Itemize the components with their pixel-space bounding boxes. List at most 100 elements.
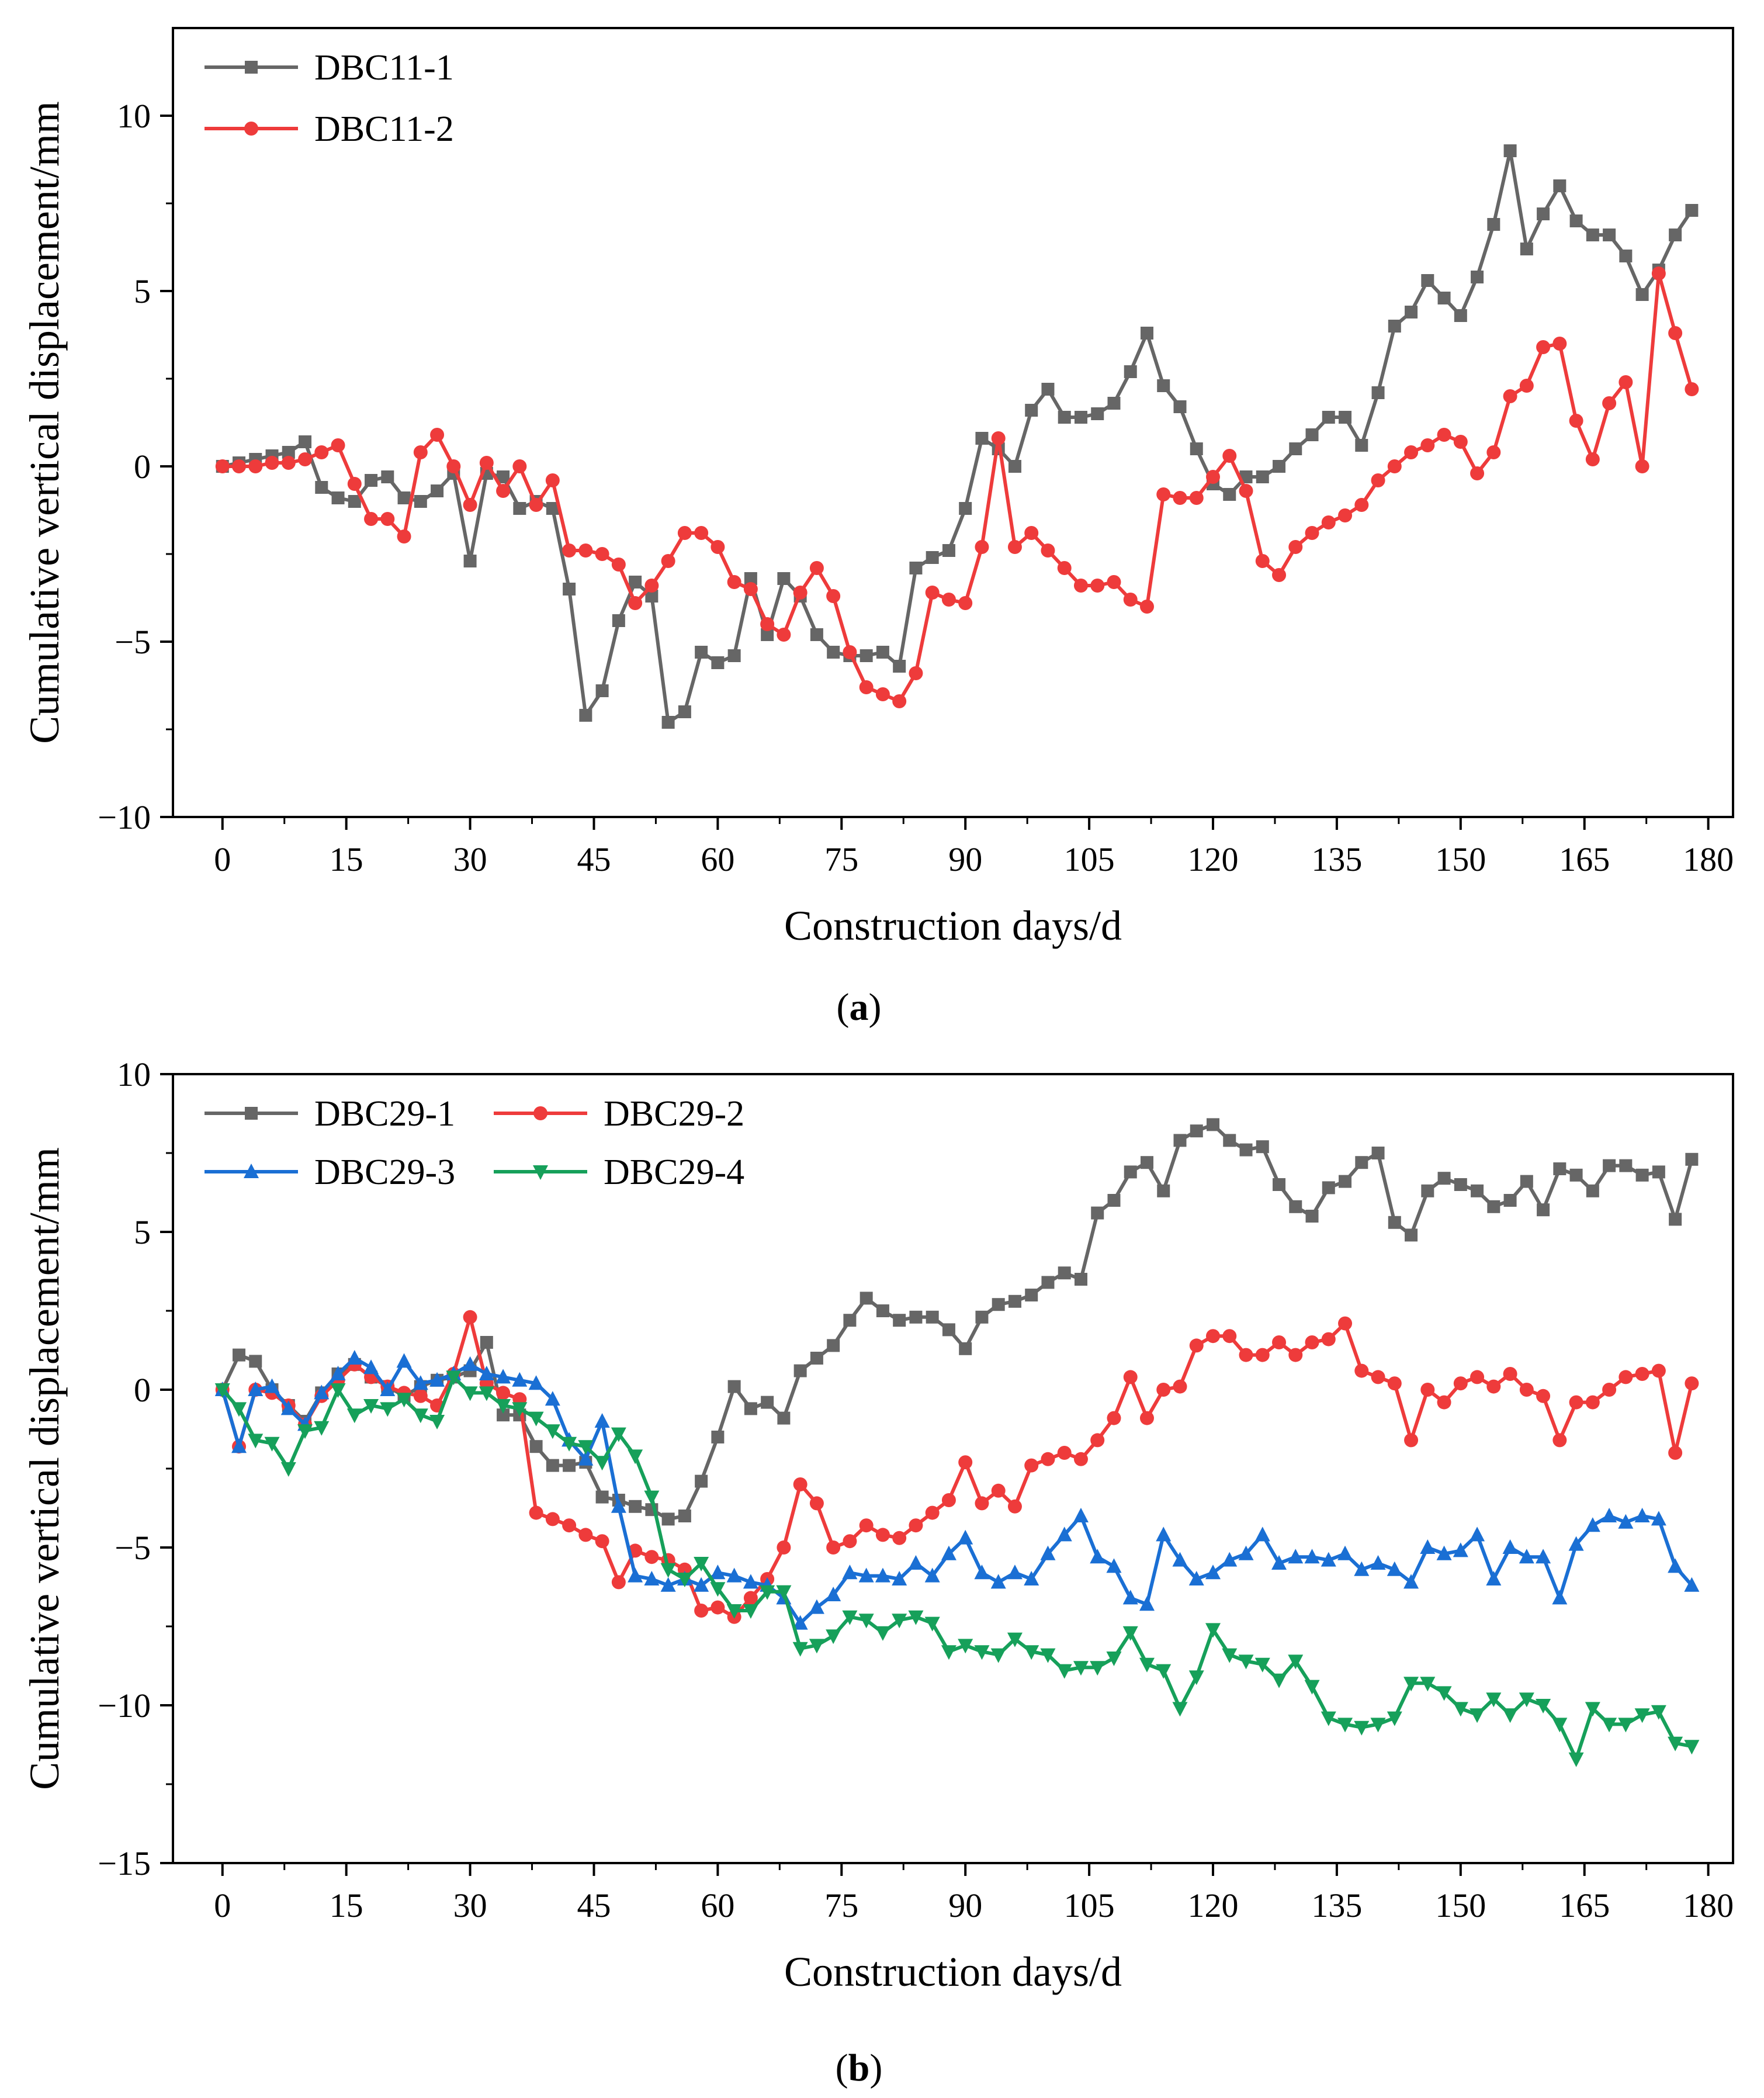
data-point bbox=[248, 1434, 264, 1449]
data-point bbox=[1387, 1376, 1402, 1391]
data-point bbox=[1206, 1329, 1220, 1344]
data-point bbox=[710, 1564, 726, 1580]
data-point bbox=[711, 1600, 725, 1615]
data-point bbox=[660, 1563, 676, 1578]
data-point bbox=[480, 1336, 493, 1349]
data-point bbox=[1057, 1446, 1072, 1460]
data-point bbox=[1157, 1184, 1170, 1197]
data-point bbox=[595, 1490, 609, 1504]
data-point bbox=[629, 576, 642, 588]
data-point bbox=[1568, 1536, 1584, 1551]
data-point bbox=[1536, 1699, 1551, 1713]
data-point bbox=[1487, 1200, 1500, 1213]
x-axis-title: Construction days/d bbox=[784, 1948, 1122, 1995]
x-tick-label: 30 bbox=[453, 1886, 487, 1924]
data-point bbox=[1188, 1571, 1204, 1585]
data-point bbox=[1090, 1549, 1105, 1564]
data-point bbox=[365, 474, 378, 487]
data-point bbox=[331, 438, 345, 452]
data-point bbox=[314, 445, 329, 459]
data-point bbox=[363, 1399, 379, 1414]
data-point bbox=[1536, 340, 1551, 354]
data-point bbox=[364, 512, 379, 526]
data-point bbox=[827, 1339, 840, 1352]
data-point bbox=[859, 680, 874, 694]
data-point bbox=[1503, 389, 1517, 403]
data-point bbox=[512, 459, 527, 473]
data-point bbox=[1107, 1411, 1121, 1425]
chart-panel-b: 0 15 30 45 60 75 90 105 120 135 150 165 180−15−10−50… bbox=[21, 1055, 1734, 1995]
data-point bbox=[1651, 1511, 1666, 1526]
data-point bbox=[463, 1310, 477, 1324]
data-point bbox=[1273, 1178, 1286, 1191]
data-point bbox=[793, 586, 808, 600]
data-point bbox=[414, 495, 427, 508]
data-point bbox=[743, 582, 758, 596]
data-point bbox=[545, 1512, 560, 1526]
data-point bbox=[629, 1500, 642, 1513]
data-point bbox=[1339, 1175, 1352, 1188]
data-point bbox=[644, 579, 659, 593]
data-point bbox=[1024, 1458, 1039, 1473]
data-point bbox=[1222, 449, 1237, 463]
data-point bbox=[1322, 411, 1335, 424]
data-point bbox=[892, 694, 907, 708]
data-point bbox=[842, 1610, 858, 1625]
data-point bbox=[1305, 428, 1319, 441]
data-point bbox=[777, 628, 791, 642]
data-point bbox=[793, 1364, 807, 1377]
data-point bbox=[594, 1456, 610, 1471]
data-point bbox=[496, 1386, 511, 1400]
data-point bbox=[513, 502, 526, 515]
x-tick-label: 90 bbox=[948, 1886, 982, 1924]
series-DBC11-2 bbox=[215, 266, 1699, 708]
data-point bbox=[1586, 229, 1599, 241]
data-point bbox=[611, 1575, 626, 1590]
data-point bbox=[496, 484, 511, 498]
data-point bbox=[1635, 1168, 1649, 1182]
data-point bbox=[1668, 1736, 1683, 1751]
data-point bbox=[429, 1372, 445, 1387]
data-point bbox=[1602, 1508, 1617, 1522]
data-point bbox=[214, 1383, 230, 1398]
data-point bbox=[1222, 1552, 1238, 1567]
legend-label: DBC11-1 bbox=[314, 48, 454, 88]
data-point bbox=[958, 1455, 973, 1470]
data-point bbox=[1337, 1718, 1353, 1733]
data-point bbox=[858, 1567, 874, 1583]
data-point bbox=[827, 646, 840, 659]
data-point bbox=[264, 1378, 280, 1393]
data-point bbox=[546, 1459, 559, 1472]
data-point bbox=[315, 481, 328, 494]
x-tick-label: 120 bbox=[1188, 1886, 1239, 1924]
data-point bbox=[892, 1531, 907, 1545]
data-point bbox=[924, 1567, 940, 1583]
data-point bbox=[760, 1585, 775, 1600]
data-point bbox=[908, 1555, 924, 1570]
data-point bbox=[1140, 327, 1153, 340]
data-point bbox=[1321, 1332, 1336, 1346]
data-point bbox=[1355, 1156, 1368, 1169]
series-DBC29-4 bbox=[214, 1370, 1700, 1767]
data-point bbox=[1139, 600, 1154, 614]
data-point bbox=[1090, 579, 1105, 593]
data-point bbox=[248, 459, 263, 473]
data-point bbox=[330, 1383, 346, 1398]
data-point bbox=[1420, 1677, 1436, 1692]
data-point bbox=[1205, 1564, 1221, 1580]
y-tick-label: −10 bbox=[98, 1687, 151, 1725]
data-point bbox=[1471, 1184, 1484, 1197]
data-point bbox=[792, 1615, 808, 1630]
data-point bbox=[330, 1366, 346, 1380]
data-point bbox=[1569, 214, 1583, 227]
data-point bbox=[512, 1402, 528, 1417]
data-point bbox=[1634, 1708, 1650, 1723]
data-point bbox=[495, 1369, 511, 1384]
data-point bbox=[1454, 1178, 1467, 1191]
data-point bbox=[1685, 1152, 1699, 1166]
x-tick-label: 60 bbox=[701, 1886, 734, 1924]
data-point bbox=[1552, 1433, 1567, 1448]
legend-label: DBC29-4 bbox=[604, 1152, 744, 1192]
